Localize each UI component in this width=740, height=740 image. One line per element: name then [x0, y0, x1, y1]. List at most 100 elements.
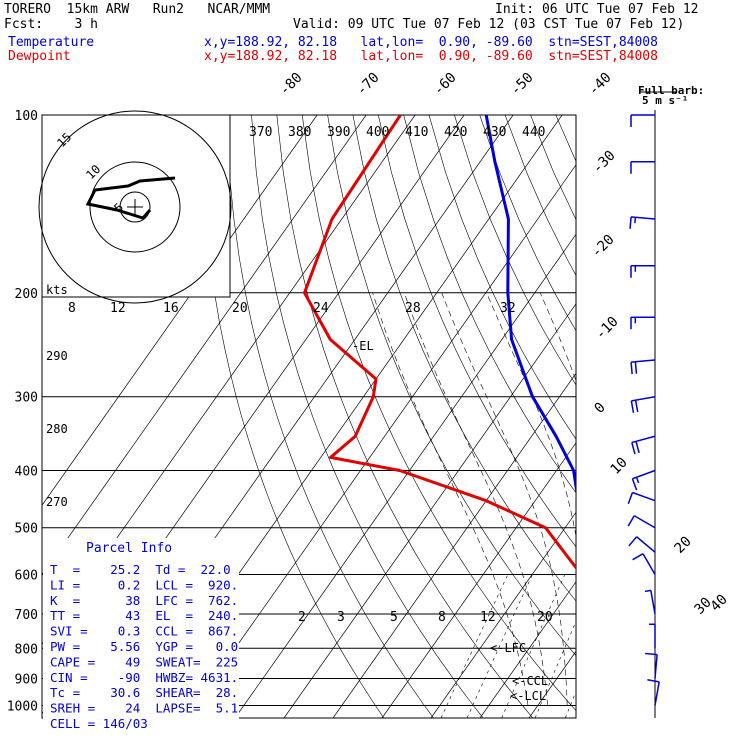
forecast-hour: Fcst: 3 h [4, 17, 98, 32]
pressure-tick-label: 200 [15, 287, 38, 302]
mixing-ratio-line [605, 575, 662, 719]
pressure-tick-label: 800 [15, 642, 38, 657]
theta-label: 380 [288, 125, 311, 140]
parcel-info-row: CELL = 146/03 [50, 716, 148, 731]
hodograph-ring [38, 110, 232, 304]
dry-adiabat [251, 115, 484, 718]
skewed-temp-label: -20 [589, 232, 618, 261]
lfc-marker: <-LFC [490, 641, 526, 655]
isotherm [234, 233, 576, 718]
dry-adiabat [301, 115, 576, 712]
dry-adiabat [581, 115, 740, 718]
skewed-temp-label: -50 [508, 70, 537, 99]
dry-adiabat [327, 115, 576, 657]
hodograph-units: kts [46, 283, 68, 297]
temperature-location: x,y=188.92, 82.18 lat,lon= 0.90, -89.60 … [204, 35, 658, 50]
parcel-info-row: CAPE = 49 SWEAT= 225 [50, 654, 238, 669]
dry-adiabat [530, 115, 576, 221]
wind-barb-flag [647, 679, 660, 683]
isotherm [479, 581, 576, 718]
mixing-ratio-label: 12 [110, 301, 126, 316]
parcel-info-row: CIN = -90 HWBZ= 4631. [50, 670, 238, 685]
wind-barb [631, 216, 656, 220]
wind-barb [650, 590, 656, 615]
theta-label: 370 [249, 125, 272, 140]
wind-barb-flag [635, 441, 640, 454]
wind-barb-flag [629, 216, 632, 229]
mixing-ratio-label: 28 [405, 301, 421, 316]
mixing-ratio-label: 20 [232, 301, 248, 316]
wind-barb-flag [627, 515, 635, 527]
skewed-temp-label: 20 [672, 534, 695, 557]
skewed-temp-label: -70 [354, 70, 383, 99]
mixing-ratio-label: 8 [68, 301, 76, 316]
hodograph-trace [85, 176, 176, 220]
wind-barb [636, 536, 656, 553]
theta-label: 430 [483, 125, 506, 140]
isotherm [42, 115, 318, 506]
dry-adiabat [378, 115, 576, 548]
mixing-ratio-line [565, 690, 576, 718]
mixing-ratio-label: 3 [337, 610, 345, 625]
parcel-info-row: LI = 0.2 LCL = 920. [50, 577, 238, 592]
isotherm [430, 511, 576, 718]
skewed-temp-label: -40 [586, 70, 615, 99]
wind-barb-flag [644, 589, 651, 593]
parcel-info-row: TT = 43 EL = 240. [50, 608, 238, 623]
theta-low-label: 270 [46, 495, 68, 509]
dry-adiabat [708, 115, 740, 718]
dry-adiabat [454, 115, 576, 386]
wind-barb [632, 491, 656, 502]
wind-barb-flag [645, 652, 658, 656]
dewpoint-location: x,y=188.92, 82.18 lat,lon= 0.90, -89.60 … [204, 49, 658, 64]
theta-low-label: 280 [46, 422, 68, 436]
wind-barb [654, 681, 660, 706]
skewed-temp-label: -80 [277, 70, 306, 99]
dry-adiabat [403, 115, 576, 494]
pressure-tick-label: 500 [15, 522, 38, 537]
skewed-temp-label: 40 [708, 592, 731, 615]
wind-barb-flag [630, 400, 635, 413]
skewed-temp-label: -30 [590, 148, 619, 177]
isotherm [528, 650, 576, 718]
wind-barb-flag [632, 553, 644, 561]
dry-adiabat [657, 115, 740, 718]
model-title: TORERO 15km ARW Run2 NCAR/MMM [4, 2, 271, 17]
theta-label: 400 [366, 125, 389, 140]
plot-frame [41, 114, 577, 719]
wind-barb-flag [627, 492, 634, 505]
isotherm [676, 115, 740, 718]
isotherm [725, 115, 740, 718]
wind-barb-flag [635, 476, 640, 484]
legend-temperature: Temperature [8, 35, 95, 50]
theta-label: 390 [327, 125, 350, 140]
isotherm [185, 164, 576, 718]
isotherm [42, 115, 367, 576]
wind-barb [631, 435, 656, 444]
isotherm [627, 115, 740, 718]
dry-adiabat [200, 115, 385, 718]
parcel-info-box [43, 538, 239, 719]
ccl-marker: <-CCL [512, 674, 548, 688]
dry-adiabat [683, 115, 740, 718]
pressure-tick-label: 600 [15, 568, 38, 583]
dry-adiabat [352, 115, 576, 602]
wind-barb-flag [631, 478, 638, 491]
wind-barb-flag [631, 442, 636, 455]
el-marker: -EL [352, 339, 374, 353]
skewed-temp-label: -60 [431, 70, 460, 99]
lcl-marker: <-LCL [510, 689, 546, 703]
isotherm [283, 303, 576, 718]
wind-barb [633, 515, 656, 529]
barb-legend-title: Full barb: [638, 84, 704, 97]
parcel-info-row: SVI = 0.3 CCL = 867. [50, 624, 238, 639]
mixing-ratio-label: 2 [298, 610, 306, 625]
pressure-tick-label: 400 [15, 465, 38, 480]
mixing-ratio-label: 5 [390, 610, 398, 625]
wind-barb-flag [634, 400, 639, 413]
moist-adiabat [601, 293, 638, 706]
dry-adiabat [632, 115, 740, 718]
temperature-trace [484, 115, 576, 497]
theta-low-label: 290 [46, 349, 68, 363]
